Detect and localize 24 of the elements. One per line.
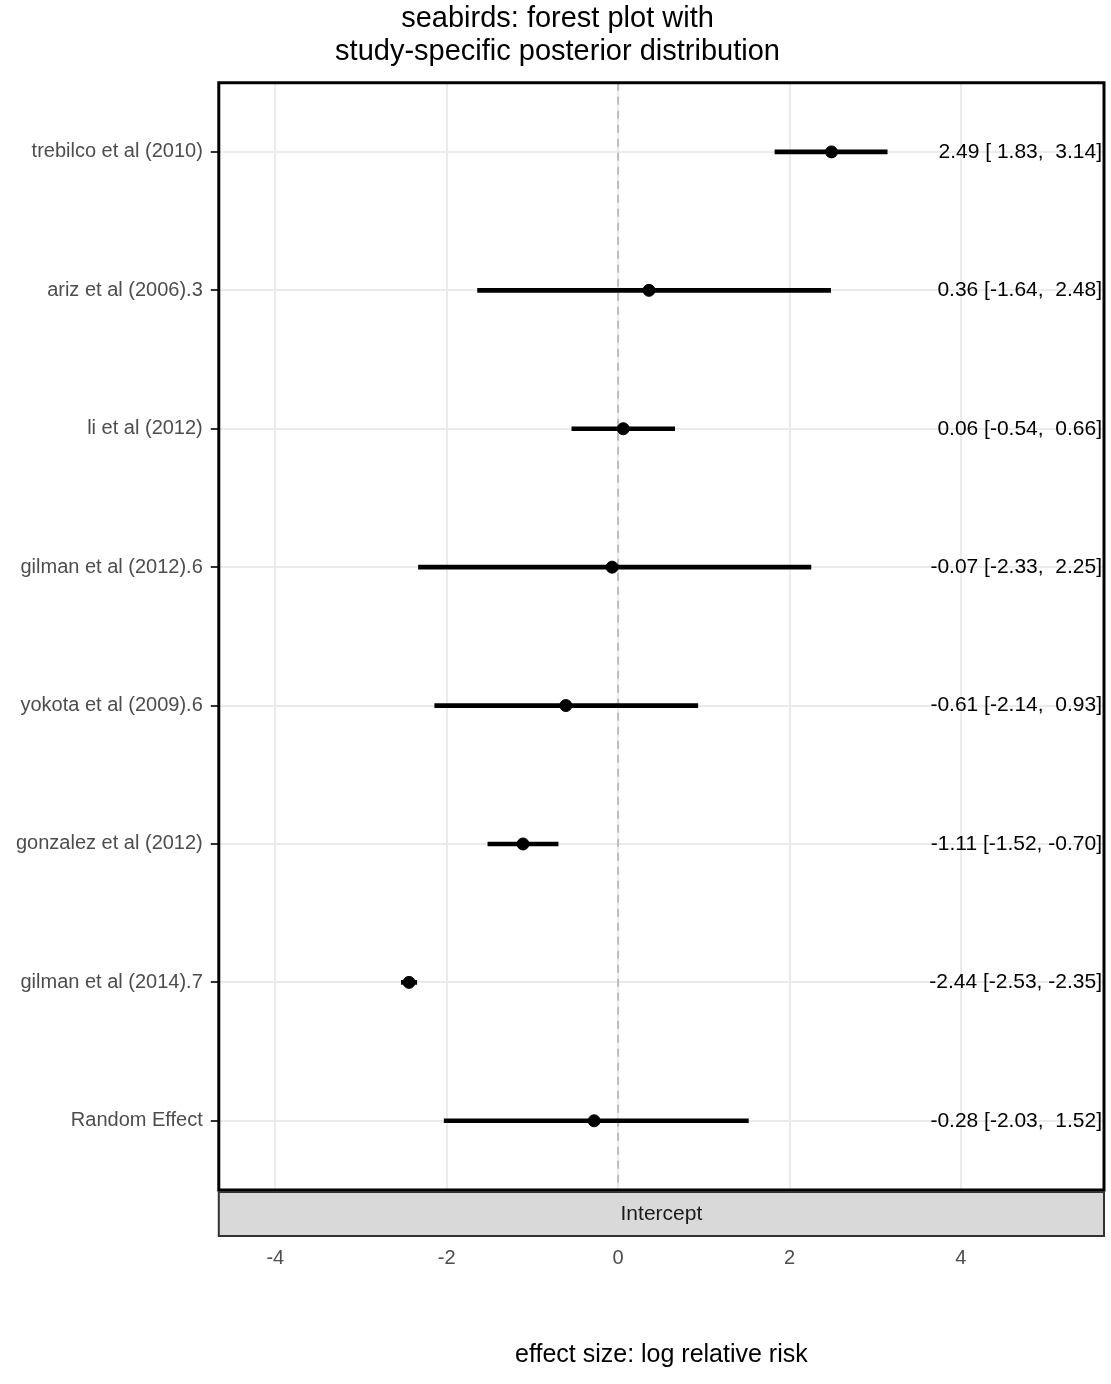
y-tick-label: trebilco et al (2010) — [31, 139, 203, 162]
y-tick-label: gonzalez et al (2012) — [15, 831, 203, 854]
x-tick-label: 2 — [783, 1245, 796, 1268]
y-tick-label: gilman et al (2014).7 — [20, 969, 203, 992]
text: Intercept — [620, 1200, 703, 1224]
x-axis-title: effect size: log relative risk — [515, 1338, 809, 1367]
annotation: -2.44 [-2.53, -2.35] — [929, 969, 1102, 993]
y-tick-label: ariz et al (2006).3 — [47, 277, 203, 300]
annotation: -0.61 [-2.14, 0.93] — [930, 692, 1102, 716]
x-tick-label: -4 — [266, 1245, 285, 1268]
annotation: 0.06 [-0.54, 0.66] — [937, 415, 1102, 439]
y-tick-label: Random Effect — [70, 1108, 204, 1131]
x-tick-label: 4 — [955, 1245, 967, 1268]
annotation: 2.49 [ 1.83, 3.14] — [938, 138, 1102, 162]
x-tick-label: 0 — [612, 1245, 624, 1268]
chart-title: seabirds: forest plot with study-specific posterior distribution — [335, 0, 780, 67]
annotation: -0.07 [-2.33, 2.25] — [930, 553, 1102, 577]
annotation: 0.36 [-1.64, 2.48] — [937, 277, 1102, 301]
x-tick-label: -2 — [437, 1245, 456, 1268]
y-tick-label: gilman et al (2012).6 — [20, 554, 203, 577]
y-tick-label: li et al (2012) — [87, 416, 203, 439]
annotation: -0.28 [-2.03, 1.52] — [930, 1107, 1102, 1131]
y-tick-label: yokota et al (2009).6 — [20, 693, 203, 716]
annotation: -1.11 [-1.52, -0.70] — [930, 830, 1102, 854]
